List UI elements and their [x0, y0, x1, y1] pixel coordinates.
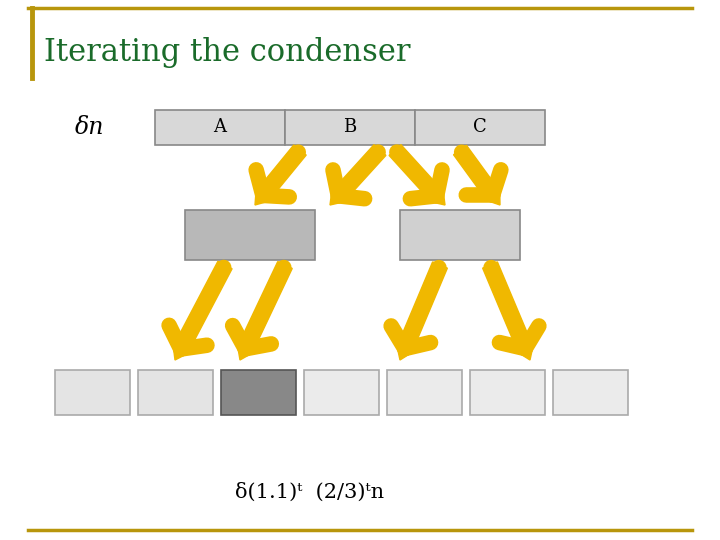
- Bar: [304, 370, 379, 415]
- Bar: [470, 370, 545, 415]
- Bar: [185, 210, 315, 260]
- Bar: [285, 110, 415, 145]
- Text: B: B: [343, 118, 356, 137]
- Bar: [55, 370, 130, 415]
- Text: C: C: [473, 118, 487, 137]
- Bar: [221, 370, 296, 415]
- FancyArrow shape: [482, 262, 535, 360]
- FancyArrow shape: [236, 261, 292, 360]
- FancyArrow shape: [395, 262, 447, 360]
- Text: δn: δn: [76, 117, 104, 139]
- Bar: [415, 110, 545, 145]
- Bar: [138, 370, 213, 415]
- FancyArrow shape: [330, 145, 386, 205]
- Bar: [155, 110, 285, 145]
- Bar: [553, 370, 628, 415]
- Bar: [400, 210, 520, 260]
- FancyArrow shape: [255, 145, 306, 205]
- FancyArrow shape: [172, 261, 232, 360]
- Text: δ(1.1)ᵗ  (2/3)ᵗn: δ(1.1)ᵗ (2/3)ᵗn: [235, 482, 384, 502]
- FancyArrow shape: [454, 145, 500, 205]
- Text: A: A: [214, 118, 227, 137]
- Bar: [387, 370, 462, 415]
- Text: Iterating the condenser: Iterating the condenser: [44, 37, 410, 68]
- FancyArrow shape: [389, 145, 445, 205]
